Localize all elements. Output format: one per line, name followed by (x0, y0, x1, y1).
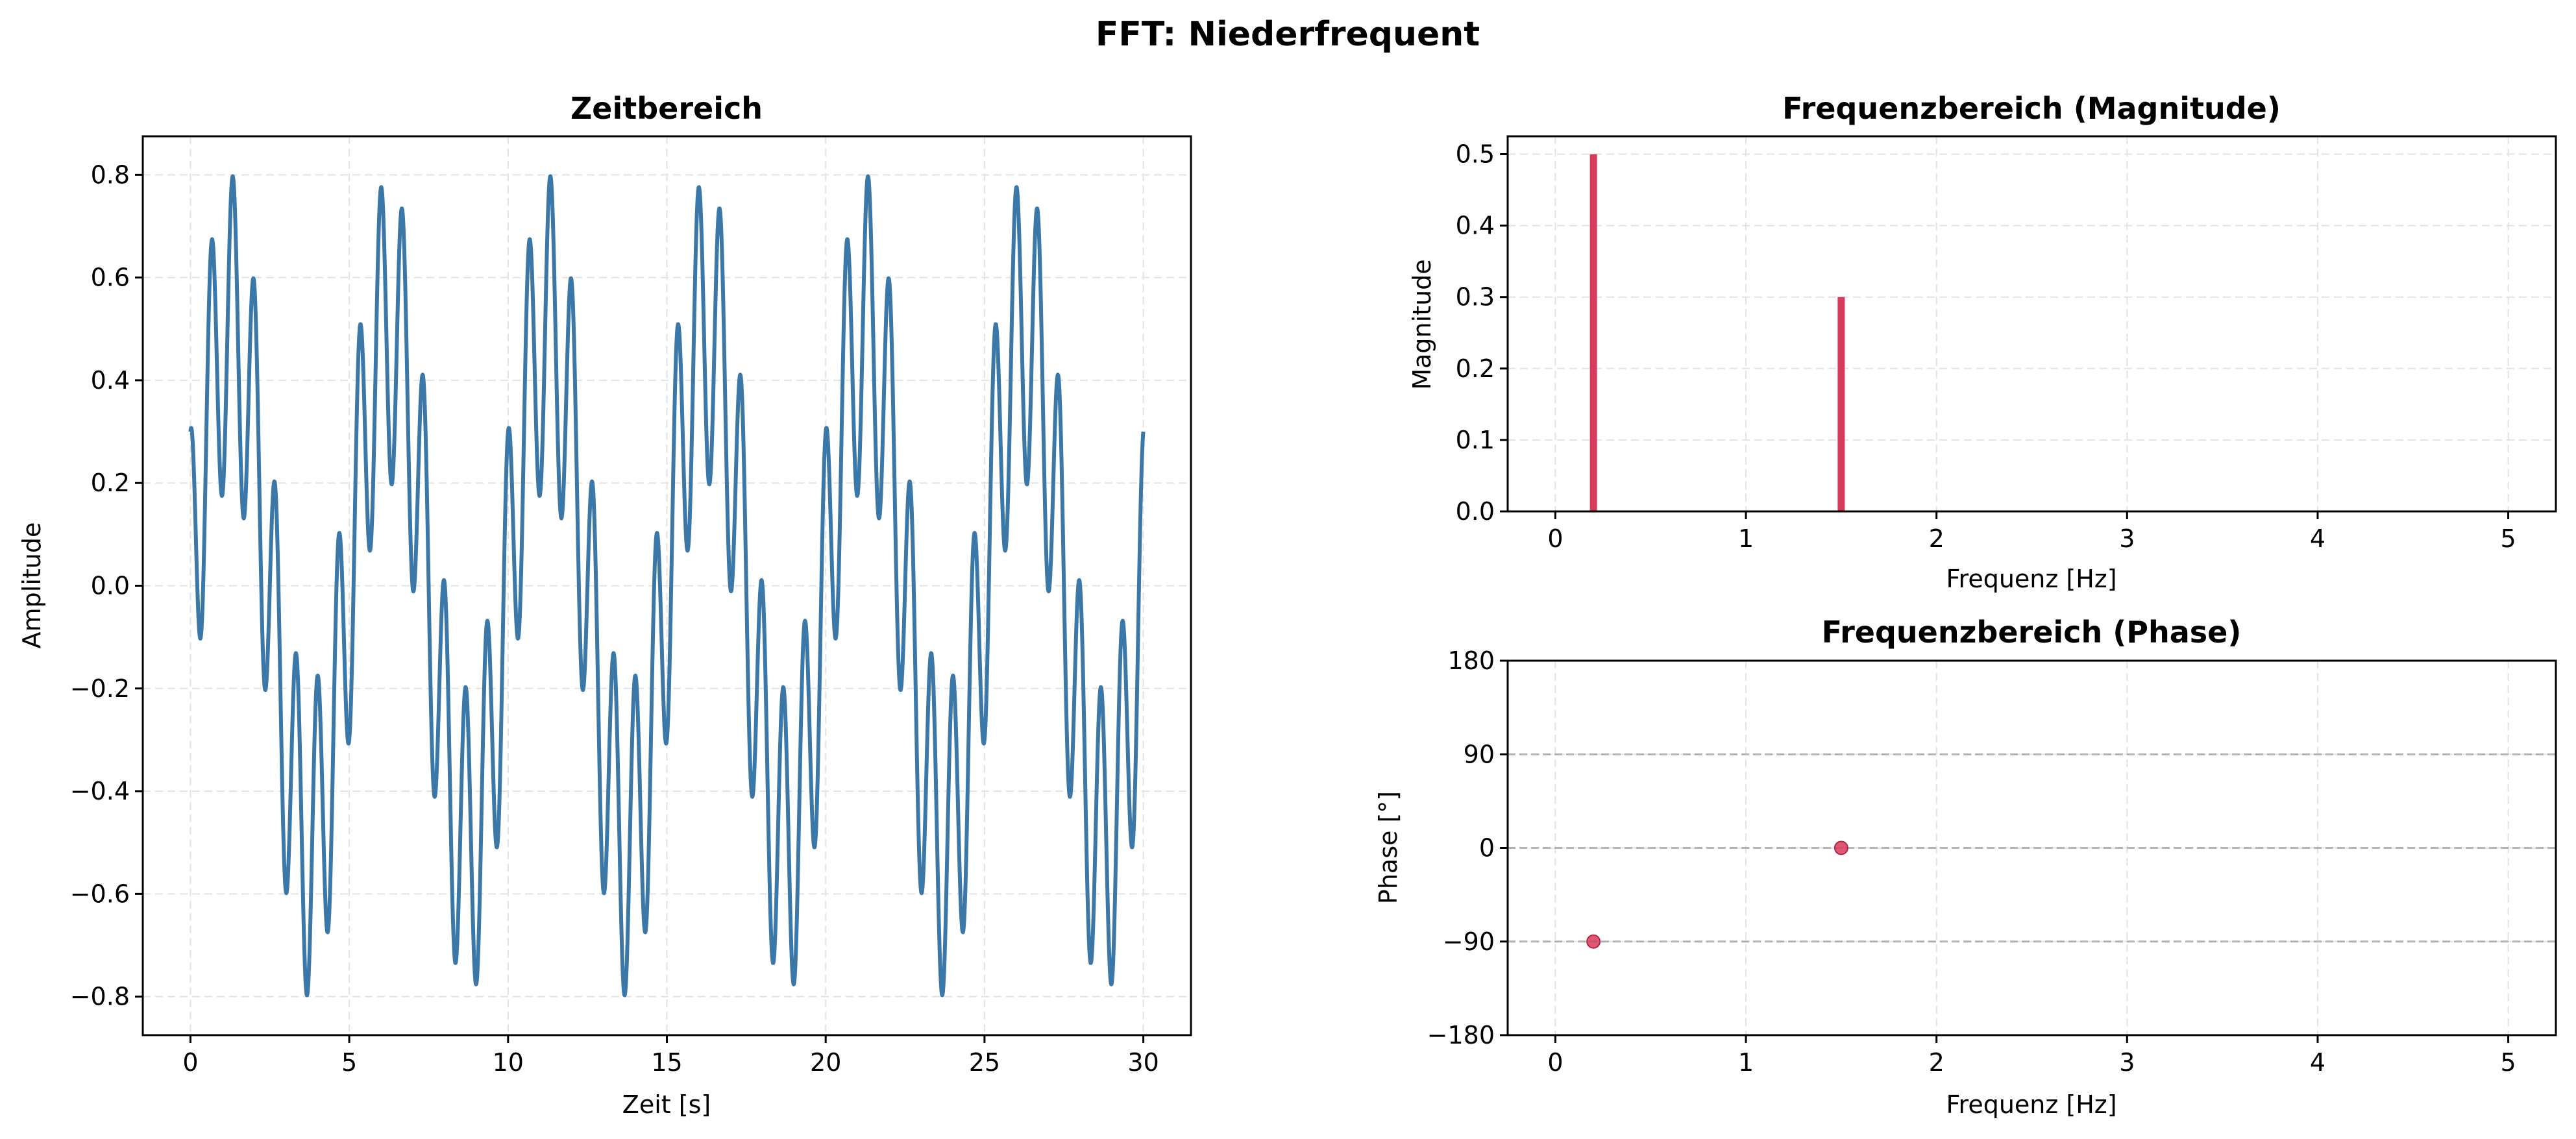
time-x-tick-label: 20 (810, 1048, 841, 1077)
phase-point (1834, 840, 1848, 855)
phase-y-tick-label: 90 (1464, 740, 1495, 768)
time-y-tick-label: 0.8 (91, 160, 130, 189)
time-plot-title: Zeitbereich (570, 91, 763, 126)
time-y-axis-label: Amplitude (18, 522, 46, 649)
magnitude-y-tick-label: 0.5 (1456, 140, 1495, 169)
time-y-tick-label: 0.0 (91, 572, 130, 600)
time-grid (143, 136, 1191, 1035)
time-x-tick-label: 10 (493, 1048, 524, 1077)
phase-y-tick-label: 0 (1479, 834, 1495, 863)
phase-y-tick-label: −90 (1443, 927, 1495, 956)
magnitude-x-tick-label: 3 (2119, 524, 2135, 553)
phase-ticks: 0 1 2 3 4 5 −180 −90 0 90 180 (1427, 646, 2516, 1077)
magnitude-x-axis-label: Frequenz [Hz] (1946, 565, 2116, 593)
magnitude-y-tick-label: 0.2 (1456, 354, 1495, 383)
time-y-tick-label: −0.8 (70, 983, 130, 1011)
time-y-tick-label: −0.6 (70, 879, 130, 908)
phase-x-tick-label: 4 (2310, 1048, 2325, 1077)
phase-y-tick-label: −180 (1427, 1021, 1495, 1049)
magnitude-ticks: 0 1 2 3 4 5 0.0 0.1 0.2 0.3 0.4 0.5 (1456, 140, 2516, 553)
magnitude-y-tick-label: 0.1 (1456, 426, 1495, 454)
magnitude-plot-frame (1506, 135, 2557, 513)
phase-x-tick-label: 3 (2119, 1048, 2135, 1077)
phase-plot-title: Frequenzbereich (Phase) (1822, 615, 2242, 650)
phase-plot: 0 1 2 3 4 5 −180 −90 0 90 180 Frequenzbereich (Pha… (1374, 615, 2557, 1119)
magnitude-plot: 0 1 2 3 4 5 0.0 0.1 0.2 0.3 0.4 0.5 Frequenzbereich… (1408, 91, 2557, 593)
time-y-tick-label: −0.4 (70, 777, 130, 805)
magnitude-bars (1589, 154, 1845, 511)
magnitude-bar (1837, 297, 1845, 511)
time-x-tick-label: 0 (182, 1048, 198, 1077)
time-x-tick-label: 5 (341, 1048, 357, 1077)
magnitude-plot-title: Frequenzbereich (Magnitude) (1782, 91, 2281, 126)
time-signal-line (188, 174, 1146, 998)
time-x-tick-label: 15 (651, 1048, 682, 1077)
magnitude-y-tick-label: 0.4 (1456, 212, 1495, 240)
time-y-tick-label: 0.6 (91, 263, 130, 292)
phase-y-axis-label: Phase [°] (1374, 791, 1403, 904)
magnitude-x-tick-label: 2 (1929, 524, 1944, 553)
figure-title: FFT: Niederfrequent (1096, 15, 1480, 54)
time-y-tick-label: 0.2 (91, 469, 130, 497)
magnitude-y-tick-label: 0.0 (1456, 497, 1495, 526)
phase-x-tick-label: 5 (2500, 1048, 2516, 1077)
time-x-tick-label: 30 (1127, 1048, 1159, 1077)
phase-x-tick-label: 2 (1929, 1048, 1944, 1077)
time-domain-plot: 0 5 10 15 20 25 30 −0.8 −0.6 −0.4 −0.2 0.0 0.2 0.4 0.6… (18, 91, 1192, 1119)
time-y-tick-label: 0.4 (91, 366, 130, 395)
time-x-tick-label: 25 (969, 1048, 1000, 1077)
phase-y-tick-label: 180 (1447, 646, 1495, 675)
magnitude-x-tick-label: 0 (1547, 524, 1563, 553)
phase-point (1586, 934, 1601, 949)
magnitude-y-tick-label: 0.3 (1456, 283, 1495, 312)
time-x-axis-label: Zeit [s] (622, 1090, 711, 1119)
magnitude-x-tick-label: 1 (1738, 524, 1754, 553)
phase-points (1586, 840, 1848, 949)
magnitude-y-axis-label: Magnitude (1408, 259, 1436, 389)
phase-x-tick-label: 1 (1738, 1048, 1754, 1077)
magnitude-x-tick-label: 5 (2500, 524, 2516, 553)
time-y-tick-label: −0.2 (70, 674, 130, 703)
time-ticks: 0 5 10 15 20 25 30 −0.8 −0.6 −0.4 −0.2 0.0 0.2 0.4 0.6… (70, 160, 1159, 1077)
magnitude-x-tick-label: 4 (2310, 524, 2325, 553)
magnitude-bar (1589, 154, 1597, 511)
phase-x-axis-label: Frequenz [Hz] (1946, 1090, 2116, 1119)
phase-x-tick-label: 0 (1547, 1048, 1563, 1077)
